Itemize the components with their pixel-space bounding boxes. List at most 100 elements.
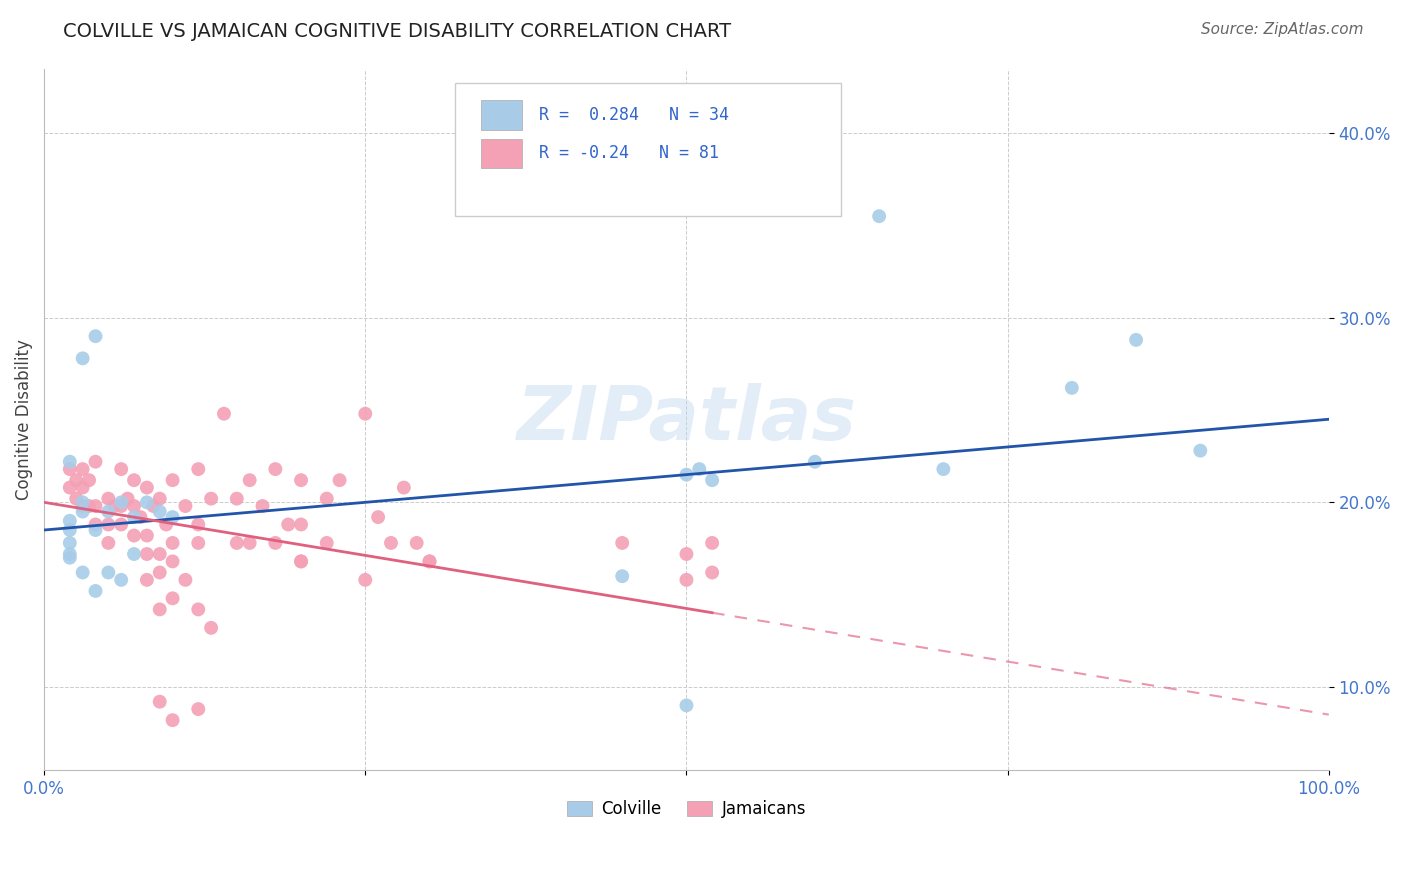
Point — [59, 547, 82, 561]
Point — [142, 499, 165, 513]
Point — [72, 495, 94, 509]
Point — [700, 473, 723, 487]
Point — [675, 467, 697, 482]
Point — [162, 536, 184, 550]
Point — [700, 566, 723, 580]
Point — [110, 573, 132, 587]
Point — [84, 517, 107, 532]
Point — [72, 351, 94, 366]
Point — [135, 495, 157, 509]
Point — [149, 504, 172, 518]
Point — [380, 536, 402, 550]
Point — [290, 554, 312, 568]
Point — [200, 621, 222, 635]
Point — [59, 550, 82, 565]
Point — [84, 499, 107, 513]
Point — [122, 510, 145, 524]
Point — [162, 591, 184, 606]
Point — [84, 583, 107, 598]
Point — [290, 517, 312, 532]
Point — [46, 790, 69, 805]
Point — [104, 499, 127, 513]
Point — [122, 473, 145, 487]
Point — [405, 536, 427, 550]
Point — [72, 504, 94, 518]
Point — [162, 473, 184, 487]
FancyBboxPatch shape — [481, 138, 522, 168]
Point — [72, 566, 94, 580]
FancyBboxPatch shape — [481, 100, 522, 129]
Point — [1189, 443, 1212, 458]
Y-axis label: Cognitive Disability: Cognitive Disability — [15, 339, 32, 500]
Point — [174, 499, 197, 513]
Point — [122, 499, 145, 513]
Point — [84, 523, 107, 537]
Text: R = -0.24   N = 81: R = -0.24 N = 81 — [538, 145, 718, 162]
Point — [65, 491, 87, 506]
Point — [675, 547, 697, 561]
Point — [315, 491, 337, 506]
Point — [84, 455, 107, 469]
Point — [162, 713, 184, 727]
Point — [290, 554, 312, 568]
Point — [868, 209, 890, 223]
Point — [110, 462, 132, 476]
Point — [97, 517, 120, 532]
Point — [59, 455, 82, 469]
Point — [59, 462, 82, 476]
Point — [149, 547, 172, 561]
Point — [59, 523, 82, 537]
Point — [675, 573, 697, 587]
Point — [155, 517, 177, 532]
Point — [77, 473, 100, 487]
Point — [1125, 333, 1147, 347]
Point — [110, 499, 132, 513]
Point — [264, 536, 287, 550]
Point — [59, 481, 82, 495]
Point — [162, 554, 184, 568]
Point — [187, 517, 209, 532]
Point — [187, 462, 209, 476]
Point — [110, 517, 132, 532]
Point — [418, 554, 440, 568]
Point — [149, 566, 172, 580]
Point — [135, 573, 157, 587]
Point — [264, 462, 287, 476]
Point — [1060, 381, 1083, 395]
Point — [290, 473, 312, 487]
Point — [122, 528, 145, 542]
Point — [97, 536, 120, 550]
Point — [72, 481, 94, 495]
Point — [612, 536, 634, 550]
Point — [932, 462, 955, 476]
Point — [200, 491, 222, 506]
Point — [675, 698, 697, 713]
Point — [612, 569, 634, 583]
Point — [135, 528, 157, 542]
Point — [97, 491, 120, 506]
Point — [418, 554, 440, 568]
Point — [239, 473, 262, 487]
Point — [688, 462, 710, 476]
Point — [72, 462, 94, 476]
Text: R =  0.284   N = 34: R = 0.284 N = 34 — [538, 106, 728, 124]
Point — [149, 695, 172, 709]
Point — [354, 407, 377, 421]
Point — [72, 499, 94, 513]
Text: COLVILLE VS JAMAICAN COGNITIVE DISABILITY CORRELATION CHART: COLVILLE VS JAMAICAN COGNITIVE DISABILIT… — [63, 22, 731, 41]
Point — [59, 536, 82, 550]
Point — [212, 407, 235, 421]
Point — [97, 566, 120, 580]
Point — [77, 499, 100, 513]
Point — [162, 510, 184, 524]
Legend: Colville, Jamaicans: Colville, Jamaicans — [560, 794, 813, 825]
Point — [129, 510, 152, 524]
Point — [149, 491, 172, 506]
Point — [392, 481, 415, 495]
FancyBboxPatch shape — [456, 83, 841, 216]
Point — [354, 573, 377, 587]
Point — [277, 517, 299, 532]
Point — [149, 602, 172, 616]
Point — [84, 329, 107, 343]
Point — [252, 499, 274, 513]
